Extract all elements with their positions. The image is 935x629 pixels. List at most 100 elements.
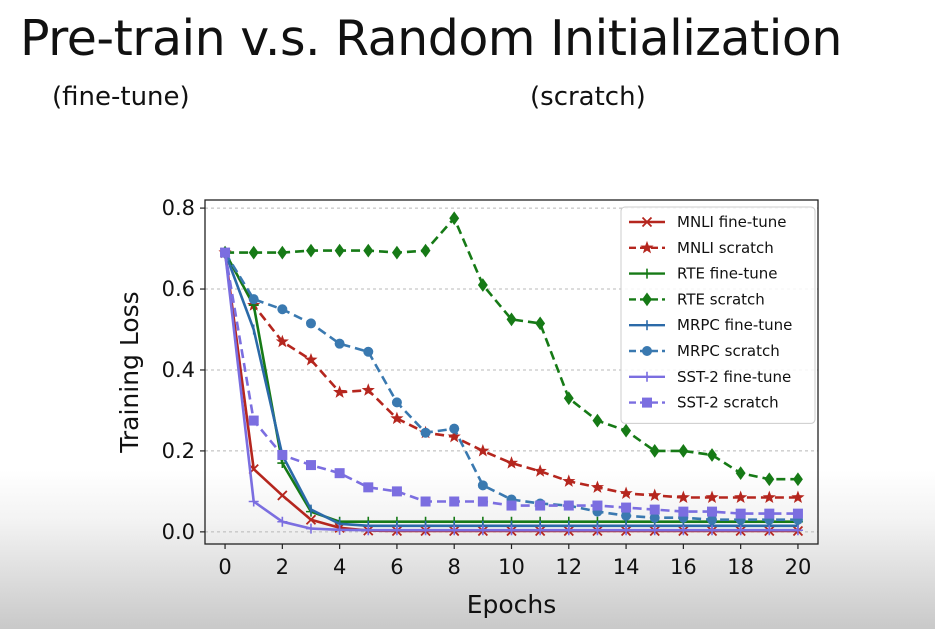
- legend-item: MNLI scratch: [629, 239, 774, 257]
- data-point: [477, 278, 488, 292]
- data-point: [648, 488, 662, 502]
- x-tick-label: 18: [727, 555, 754, 579]
- data-point: [735, 525, 746, 536]
- subtitle-fine-tune: (fine-tune): [52, 82, 190, 112]
- y-tick-label: 0.6: [162, 277, 195, 301]
- data-point: [642, 268, 652, 279]
- data-point: [277, 449, 288, 460]
- y-axis-label: Training Loss: [115, 291, 144, 453]
- data-point: [304, 352, 318, 366]
- data-point: [334, 468, 345, 479]
- data-point: [305, 318, 316, 329]
- data-point: [391, 486, 402, 497]
- y-tick-label: 0.4: [162, 358, 195, 382]
- data-point: [363, 243, 374, 258]
- data-point: [562, 474, 576, 487]
- data-point: [678, 506, 689, 517]
- x-axis-label: Epochs: [467, 590, 557, 619]
- x-tick-label: 14: [613, 555, 640, 579]
- data-point: [707, 514, 718, 525]
- data-point: [621, 502, 632, 513]
- data-point: [590, 480, 604, 493]
- data-point: [363, 525, 374, 536]
- data-point: [334, 243, 345, 258]
- data-point: [449, 525, 460, 536]
- data-point: [248, 245, 259, 260]
- data-point: [476, 444, 490, 457]
- data-point: [592, 500, 603, 511]
- data-point: [477, 525, 488, 536]
- x-tick-label: 4: [333, 555, 346, 579]
- data-point: [248, 415, 259, 426]
- data-point: [477, 480, 488, 491]
- data-point: [592, 413, 603, 428]
- data-point: [305, 514, 317, 525]
- data-point: [619, 486, 633, 499]
- data-point: [621, 510, 632, 521]
- series-line: [225, 216, 798, 481]
- data-point: [333, 385, 347, 398]
- data-point: [735, 508, 746, 519]
- data-point: [248, 294, 259, 305]
- x-tick-label: 6: [390, 555, 403, 579]
- data-point: [361, 383, 375, 396]
- data-point: [390, 411, 404, 425]
- series-sst-2-fine-tune: [220, 247, 803, 536]
- data-point: [334, 338, 345, 349]
- data-point: [305, 460, 316, 471]
- data-point: [420, 243, 431, 258]
- data-point: [735, 466, 746, 481]
- y-tick-label: 0.8: [162, 196, 195, 220]
- slide-title: Pre-train v.s. Random Initialization: [20, 10, 842, 67]
- data-point: [305, 523, 316, 534]
- data-point: [391, 397, 402, 408]
- data-point: [275, 334, 289, 348]
- data-point: [792, 472, 803, 487]
- legend-label: MRPC fine-tune: [677, 316, 792, 334]
- legend-label: SST-2 fine-tune: [677, 368, 791, 386]
- data-point: [563, 525, 574, 536]
- x-tick-label: 10: [498, 555, 525, 579]
- data-point: [707, 525, 718, 536]
- data-point: [649, 525, 660, 536]
- legend-item: RTE scratch: [629, 290, 765, 308]
- data-point: [642, 397, 652, 408]
- legend-label: RTE fine-tune: [677, 265, 777, 283]
- data-point: [506, 525, 517, 536]
- legend-item: MNLI fine-tune: [629, 213, 786, 231]
- data-point: [563, 500, 574, 511]
- x-tick-label: 20: [785, 555, 812, 579]
- data-point: [640, 240, 654, 254]
- y-tick-label: 0.2: [162, 439, 195, 463]
- data-point: [420, 496, 431, 507]
- x-tick-label: 8: [448, 555, 461, 579]
- data-point: [277, 245, 288, 260]
- data-point: [642, 292, 652, 307]
- legend: MNLI fine-tune MNLI scratch RTE fine-tune R…: [620, 206, 816, 424]
- data-point: [705, 490, 719, 504]
- x-tick-label: 2: [276, 555, 289, 579]
- data-point: [449, 496, 460, 507]
- legend-label: MNLI fine-tune: [677, 213, 786, 231]
- data-point: [676, 490, 690, 504]
- data-point: [535, 525, 546, 536]
- data-point: [707, 506, 718, 517]
- data-point: [506, 312, 517, 327]
- data-point: [762, 490, 776, 504]
- x-tick-label: 0: [218, 555, 231, 579]
- data-point: [621, 525, 632, 536]
- data-point: [533, 464, 547, 477]
- data-point: [563, 391, 574, 406]
- data-point: [363, 346, 374, 357]
- data-point: [649, 504, 660, 515]
- legend-item: SST-2 scratch: [629, 394, 779, 412]
- data-point: [791, 490, 805, 504]
- data-point: [363, 482, 374, 493]
- data-point: [764, 525, 775, 536]
- data-point: [792, 508, 803, 519]
- data-point: [391, 525, 402, 536]
- data-point: [764, 508, 775, 519]
- legend-item: RTE fine-tune: [629, 265, 777, 283]
- data-point: [277, 490, 288, 501]
